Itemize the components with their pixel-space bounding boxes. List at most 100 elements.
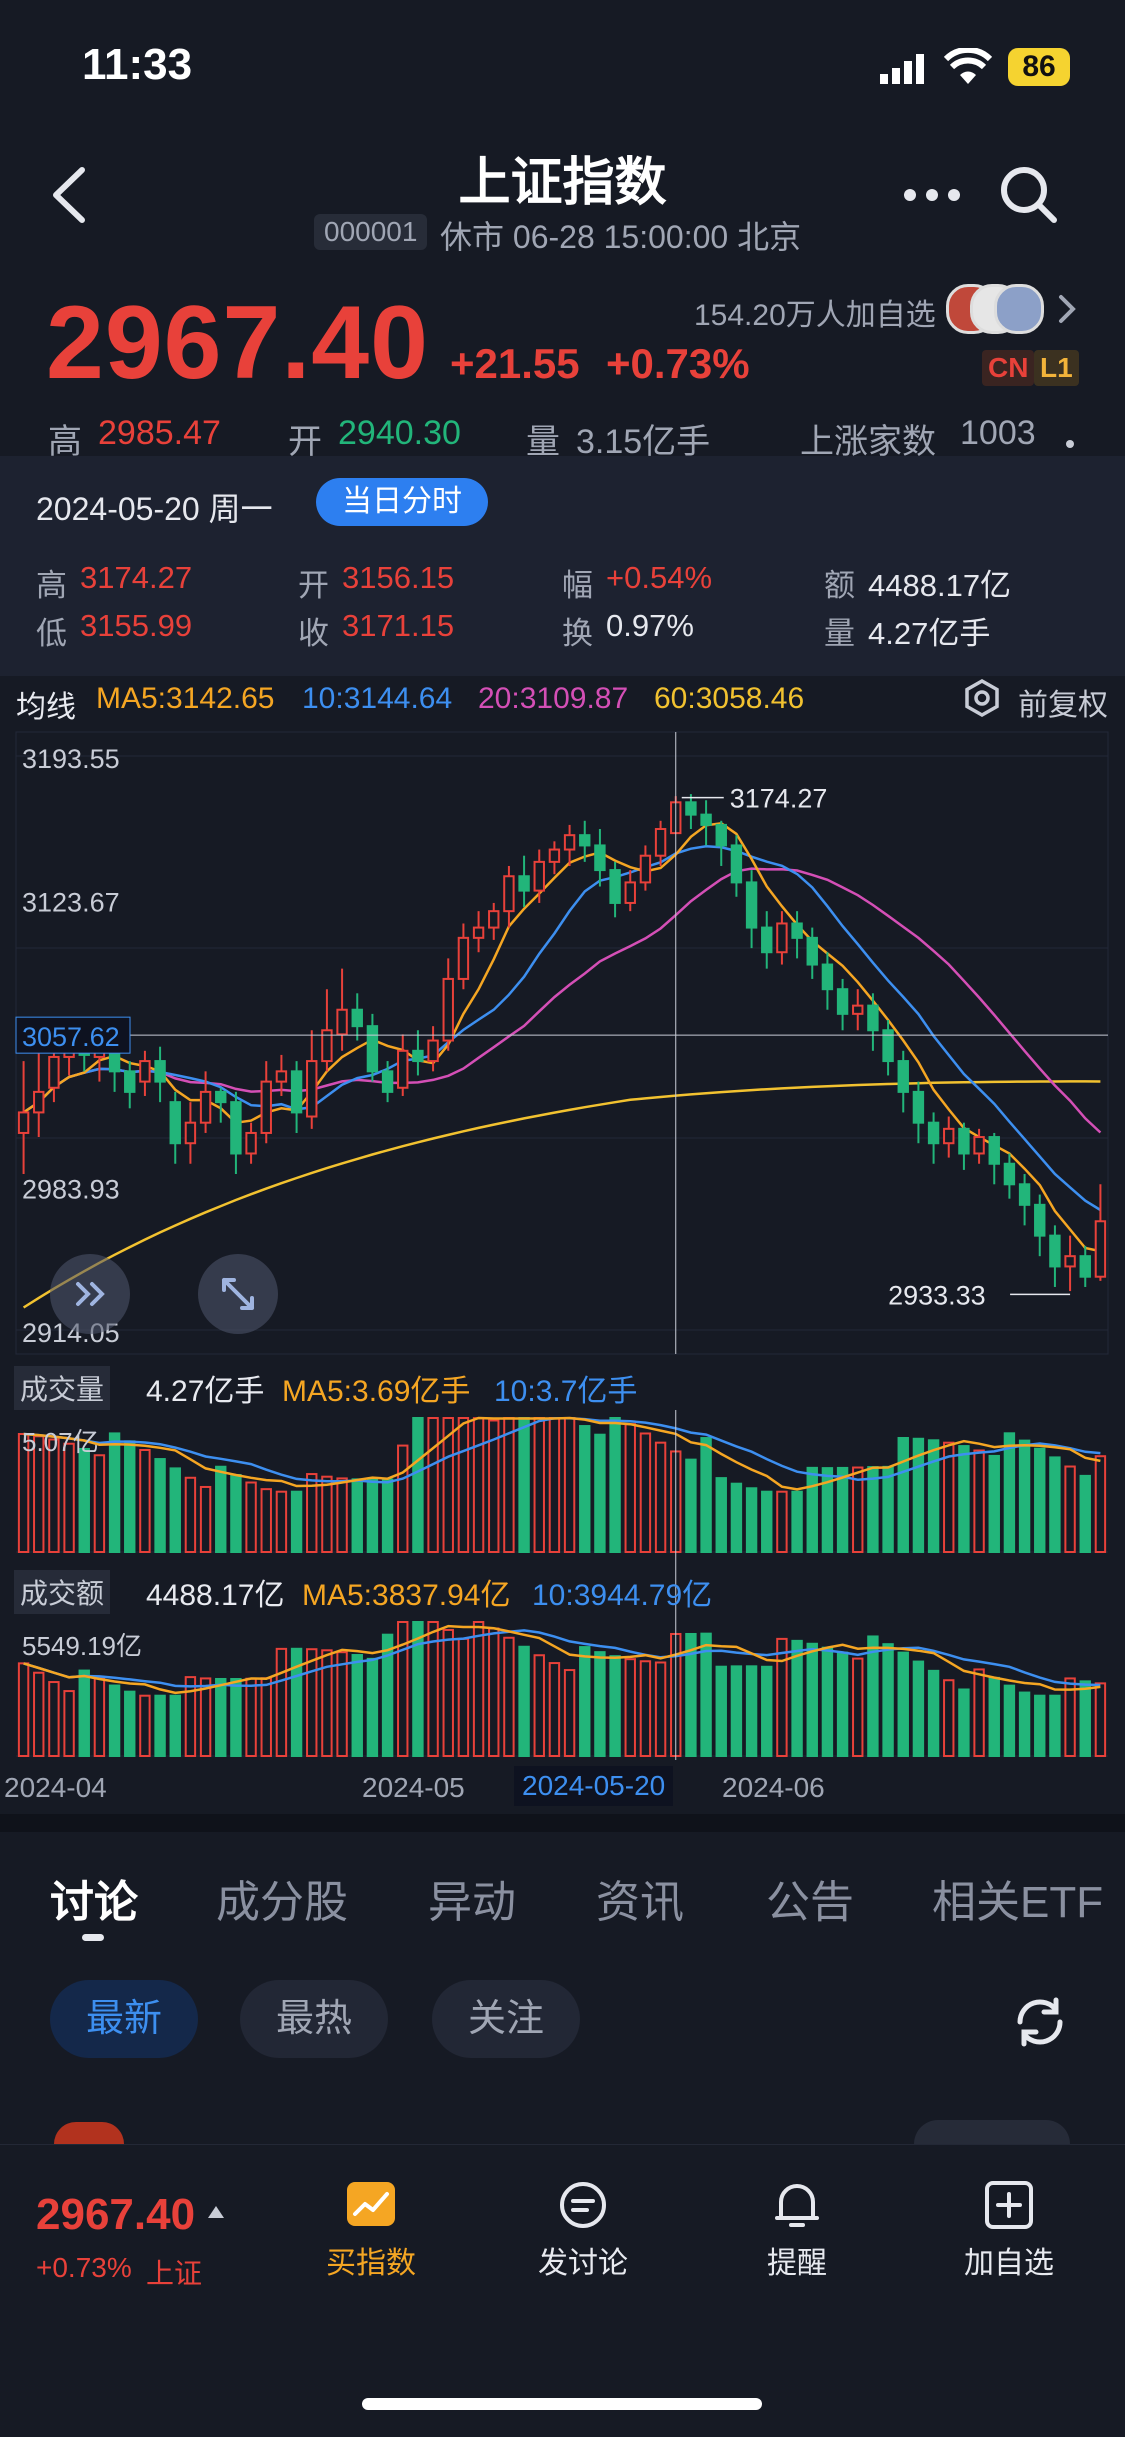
search-button[interactable] [996, 162, 1060, 226]
avatar[interactable] [54, 2122, 124, 2144]
volume-bar [685, 1458, 697, 1553]
volume-bar [442, 1417, 454, 1553]
detail-cell-label: 低 [36, 616, 67, 651]
volume-bar [245, 1481, 257, 1554]
market-tag-l1: L1 [1034, 350, 1079, 386]
volume-bar [548, 1417, 561, 1553]
volume-bar [17, 1433, 30, 1554]
volume-bar [609, 1417, 621, 1553]
candle-body [806, 936, 818, 966]
x-axis-label: 2024-06 [722, 1772, 825, 1803]
detail-cell-label: 收 [298, 616, 329, 651]
volume-bar [624, 1423, 636, 1553]
buy-index-button[interactable]: 买指数 [296, 2180, 446, 2282]
candle-body [1079, 1255, 1091, 1278]
expand-dot-icon[interactable] [1066, 440, 1074, 448]
candle-body [260, 1080, 272, 1134]
candle-body [518, 875, 530, 892]
add-watchlist-label: 加自选 [964, 2247, 1054, 2280]
volume-current: 4.27亿手 [146, 1375, 265, 1408]
amount-bar [639, 1660, 652, 1758]
chevron-right-icon[interactable] [1056, 292, 1078, 331]
candle-body [199, 1090, 212, 1124]
filter-latest[interactable]: 最新 [50, 1980, 199, 2058]
max-price-marker: 3174.27 [730, 784, 828, 814]
candle-body [973, 1136, 985, 1155]
settings-hexagon-icon[interactable] [962, 678, 1002, 723]
detail-cell-value: 3174.27 [80, 560, 193, 595]
volume-bar [1094, 1455, 1107, 1553]
tab-3[interactable]: 资讯 [596, 1878, 684, 1927]
amount-bar [867, 1635, 879, 1758]
detail-cell-label: 额 [824, 568, 855, 603]
section-divider [0, 1814, 1125, 1832]
back-button[interactable] [44, 160, 98, 230]
filter-hot[interactable]: 最热 [240, 1980, 389, 2058]
up-triangle-icon [206, 2204, 226, 2225]
volume-bar [988, 1454, 1000, 1553]
volume-bar [1064, 1465, 1076, 1553]
candle-body [472, 926, 485, 939]
amount-bar [806, 1642, 818, 1757]
candle-body [852, 1004, 864, 1015]
expand-chart-button[interactable] [50, 1254, 130, 1334]
tab-4[interactable]: 公告 [766, 1878, 854, 1927]
amount-bar [260, 1677, 272, 1758]
bottom-index-name: 上证 [146, 2258, 203, 2289]
price-axis-label: 2983.93 [22, 1174, 120, 1204]
amount-bar [973, 1668, 985, 1757]
amount-ma10-line [23, 1629, 1101, 1688]
detail-cell-value: 4.27亿手 [868, 616, 991, 651]
tab-2[interactable]: 异动 [428, 1878, 516, 1927]
post-discussion-button[interactable]: 发讨论 [508, 2180, 658, 2282]
amount-bar [78, 1669, 90, 1757]
watchers-count[interactable]: 154.20万人加自选 [694, 299, 936, 332]
follow-button-partial[interactable] [914, 2120, 1070, 2144]
candle-body [336, 1008, 348, 1036]
amount-bar [412, 1621, 424, 1757]
amount-bar [124, 1690, 136, 1757]
tab-1[interactable]: 成分股 [216, 1878, 348, 1927]
add-watchlist-button[interactable]: 加自选 [934, 2180, 1084, 2282]
volume-bar [806, 1466, 818, 1554]
volume-bar [912, 1437, 925, 1554]
amount-current: 4488.17亿 [146, 1579, 285, 1612]
volume-bar [351, 1478, 363, 1554]
crosshair-price-box [15, 1016, 131, 1054]
volume-axis-max: 5.07亿 [22, 1427, 99, 1457]
bottom-price: 2967.40 [36, 2190, 196, 2239]
volume-bar [321, 1475, 333, 1553]
filter-following[interactable]: 关注 [432, 1980, 581, 2058]
volume-label: 量 [526, 423, 560, 461]
chevron-left-icon [53, 167, 85, 223]
refresh-button[interactable] [1008, 1990, 1072, 2054]
detail-cell-label: 幅 [562, 568, 593, 603]
intraday-button[interactable]: 当日分时 [316, 478, 488, 526]
amount-bar [943, 1679, 955, 1757]
tab-5[interactable]: 相关ETF [932, 1878, 1104, 1927]
candle-body [1094, 1220, 1107, 1278]
fullscreen-button[interactable] [198, 1254, 278, 1334]
kline-chart[interactable]: 3193.553123.672983.932914.053057.623174.… [0, 720, 1125, 1830]
candle-body [1049, 1234, 1061, 1268]
candle-body [533, 860, 545, 892]
candle-body [639, 854, 652, 884]
amount-bar [1003, 1684, 1016, 1757]
ma10-line [22, 845, 1102, 1212]
status-time: 11:33 [82, 40, 193, 89]
tab-0[interactable]: 讨论 [50, 1878, 138, 1927]
amount-bar [230, 1678, 242, 1757]
amount-bar [169, 1694, 181, 1758]
volume-bar [108, 1432, 121, 1554]
volume-bar [427, 1417, 439, 1553]
amount-bar [1079, 1680, 1091, 1757]
adjust-mode-button[interactable]: 前复权 [1018, 689, 1108, 722]
volume-bar [154, 1458, 166, 1553]
search-icon [1001, 167, 1057, 223]
volume-label: 成交量 [14, 1366, 111, 1410]
candle-detail-panel [0, 456, 1125, 676]
detail-cell-value: 4488.17亿 [868, 568, 1012, 603]
alert-button[interactable]: 提醒 [722, 2180, 872, 2282]
stock-code-badge: 000001 [314, 214, 428, 250]
more-button[interactable] [900, 170, 964, 220]
